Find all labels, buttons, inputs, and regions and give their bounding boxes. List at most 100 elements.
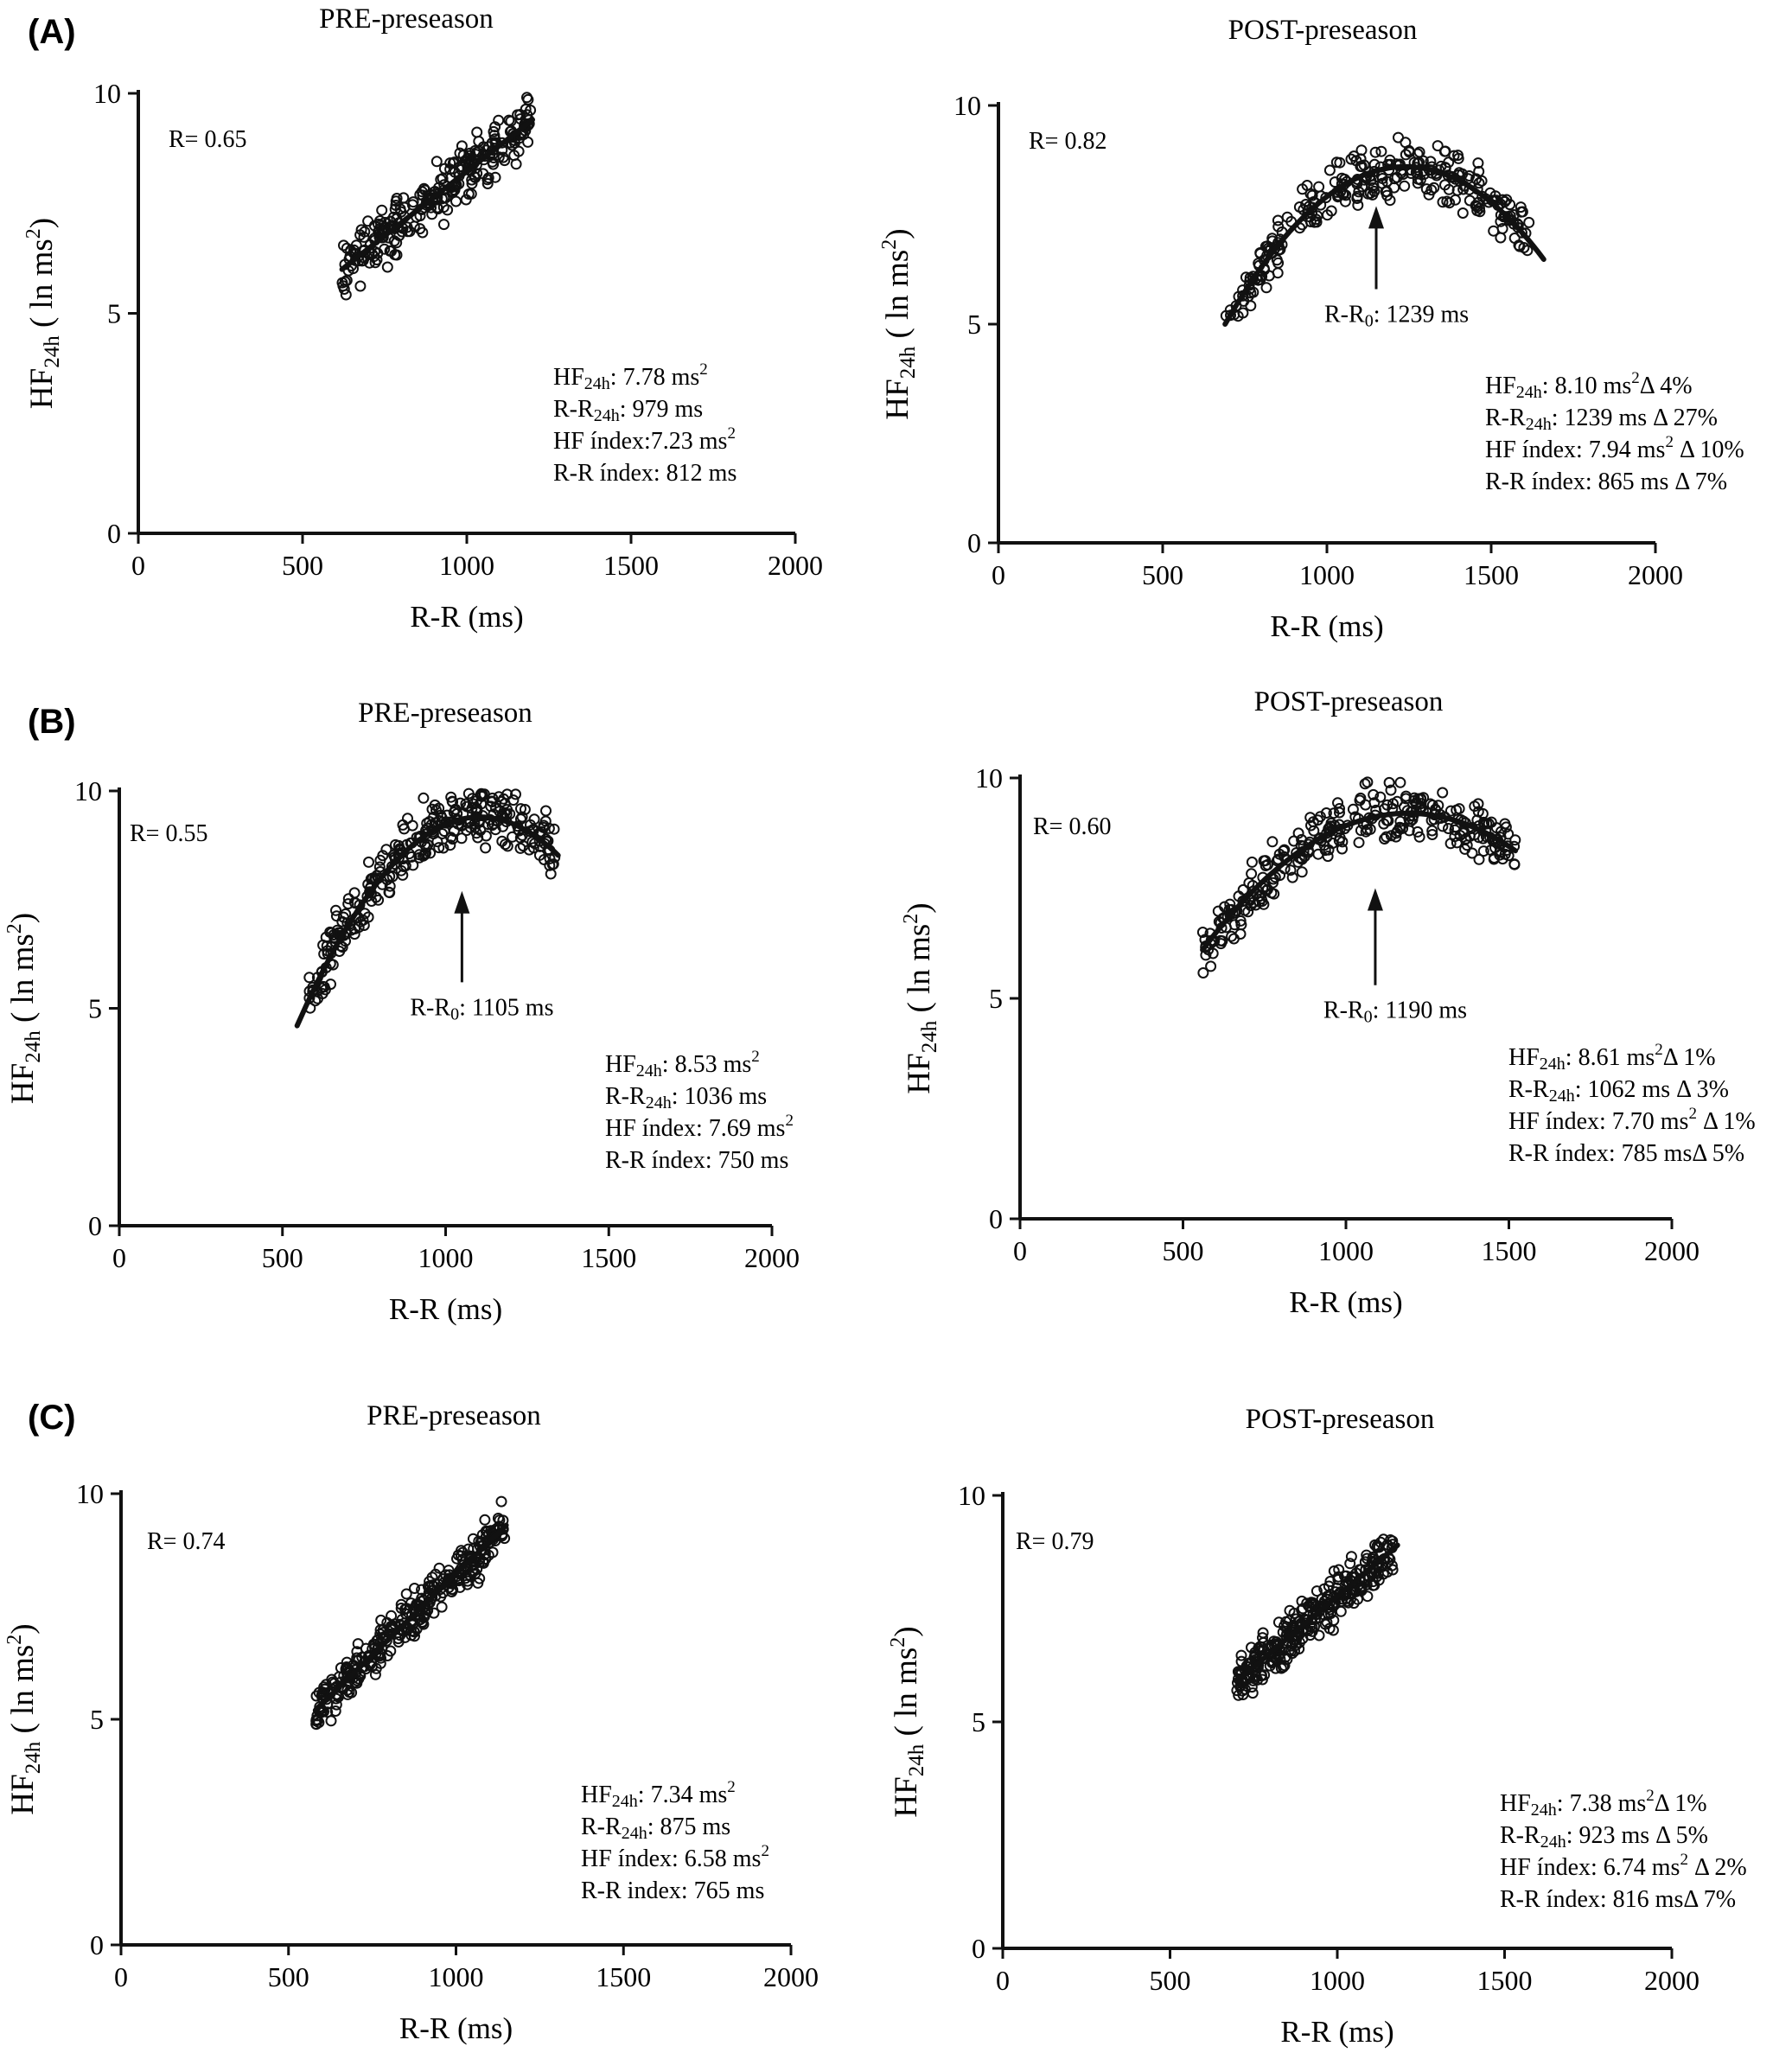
data-point — [1412, 826, 1424, 838]
data-point — [399, 201, 411, 214]
data-point — [374, 1628, 386, 1640]
data-point — [1508, 233, 1521, 244]
y-tick-label: 10 — [975, 762, 1003, 794]
data-point — [1272, 214, 1284, 226]
y-label-main: HF — [902, 1053, 937, 1093]
stat-line: R-R índex: 816 msΔ 7% — [1500, 1886, 1736, 1913]
data-point — [397, 819, 409, 831]
data-point — [1423, 188, 1435, 201]
data-point — [489, 121, 501, 133]
data-point — [1207, 947, 1219, 959]
data-point — [1368, 182, 1379, 194]
stat-value: : 8.61 ms — [1566, 1044, 1655, 1071]
data-point — [1393, 131, 1404, 143]
data-point — [1353, 837, 1365, 849]
data-point — [1266, 247, 1278, 259]
data-point — [535, 826, 547, 838]
y-label-close: ) — [902, 902, 937, 913]
data-point — [1460, 832, 1472, 845]
data-point — [479, 1514, 491, 1526]
x-tick-label: 0 — [131, 550, 145, 581]
stat-value: : 8.53 ms — [662, 1051, 751, 1078]
y-label-close: ) — [5, 1623, 41, 1634]
data-point — [1473, 165, 1485, 177]
rr0-label-value: : 1190 ms — [1373, 998, 1467, 1024]
data-point — [1476, 807, 1489, 819]
data-point — [1368, 788, 1380, 800]
y-label-unit: ( ln ms — [880, 250, 915, 347]
data-point — [1306, 189, 1318, 201]
data-point — [415, 1613, 427, 1625]
x-axis-label: R-R (ms) — [410, 600, 523, 634]
data-point — [456, 1545, 467, 1557]
y-tick-label: 5 — [88, 993, 102, 1024]
data-point — [419, 838, 430, 851]
fit-line — [1200, 810, 1518, 953]
data-point — [348, 887, 360, 899]
data-point — [353, 1654, 365, 1666]
chart-1: PRE-preseason 0 500 1000 1500 2000 0 5 10 R-R (ms… — [22, 3, 823, 634]
y-tick-label: 10 — [76, 1478, 104, 1509]
data-point — [1394, 822, 1406, 833]
data-point — [527, 842, 539, 854]
stat-value: : 1239 ms Δ 27% — [1552, 405, 1718, 431]
chart-5: PRE-preseason 0 500 1000 1500 2000 0 5 10 R-R (ms… — [3, 1400, 819, 2045]
data-point — [1339, 195, 1351, 207]
x-tick-label: 500 — [1150, 1965, 1191, 1996]
stat-name: R-R — [1500, 1822, 1540, 1849]
x-tick-label: 0 — [112, 1242, 126, 1273]
data-point — [501, 840, 513, 852]
y-label-unit: ( ln ms — [5, 1645, 41, 1742]
data-point — [1438, 145, 1451, 157]
data-point — [1254, 247, 1266, 258]
data-point — [373, 226, 385, 238]
stat-line: HF índex: 6.74 ms2 Δ 2% — [1500, 1851, 1747, 1881]
y-tick-label: 0 — [972, 1933, 985, 1964]
data-point — [437, 842, 450, 854]
data-point — [409, 1583, 420, 1594]
data-point — [485, 800, 497, 813]
stat-line: HF24h: 7.34 ms2 — [581, 1778, 736, 1811]
data-point — [1473, 853, 1485, 865]
data-point — [1228, 919, 1240, 931]
data-point — [1516, 206, 1528, 218]
stat-value: : 8.10 ms — [1542, 373, 1631, 399]
data-point — [1304, 216, 1317, 227]
data-point — [388, 235, 400, 247]
data-point — [472, 1577, 484, 1589]
data-point — [1394, 815, 1406, 827]
r-value-label: R= 0.55 — [130, 820, 207, 847]
r-value-label: R= 0.79 — [1016, 1528, 1094, 1555]
data-point — [1472, 157, 1484, 169]
data-point — [1319, 1618, 1331, 1630]
data-point — [1234, 928, 1247, 940]
data-point — [374, 1657, 386, 1669]
data-point — [514, 813, 526, 826]
chart-3: PRE-preseason 0 500 1000 1500 2000 0 5 10 R-R (ms… — [3, 698, 800, 1326]
data-point — [1289, 1645, 1300, 1657]
stat-name: R-R — [605, 1083, 646, 1110]
data-point — [1413, 831, 1425, 843]
stat-name: HF índex: 7.69 ms — [605, 1115, 785, 1142]
stat-line: R-R índex: 812 ms — [553, 460, 737, 487]
rr0-label-value: : 1105 ms — [459, 994, 553, 1021]
data-point — [355, 224, 367, 236]
stat-line: R-R index: 765 ms — [581, 1877, 764, 1904]
y-tick-label: 10 — [74, 775, 102, 806]
stat-tail: Δ 2% — [1688, 1854, 1747, 1881]
y-tick-label: 5 — [967, 309, 981, 340]
data-point — [1355, 1584, 1368, 1597]
data-point — [1359, 778, 1371, 790]
data-point — [1359, 1556, 1371, 1568]
data-point — [1216, 935, 1228, 947]
stat-line: HF índex: 7.94 ms2 Δ 10% — [1485, 433, 1744, 463]
data-point — [480, 842, 492, 854]
data-point — [514, 832, 526, 844]
data-point — [1408, 792, 1420, 804]
data-point — [1477, 845, 1489, 857]
data-point — [417, 226, 429, 239]
y-tick-label: 10 — [93, 78, 121, 109]
stat-line: HF24h: 8.53 ms2 — [605, 1048, 760, 1080]
data-point — [1453, 803, 1465, 815]
x-tick-label: 1000 — [429, 1961, 484, 1992]
